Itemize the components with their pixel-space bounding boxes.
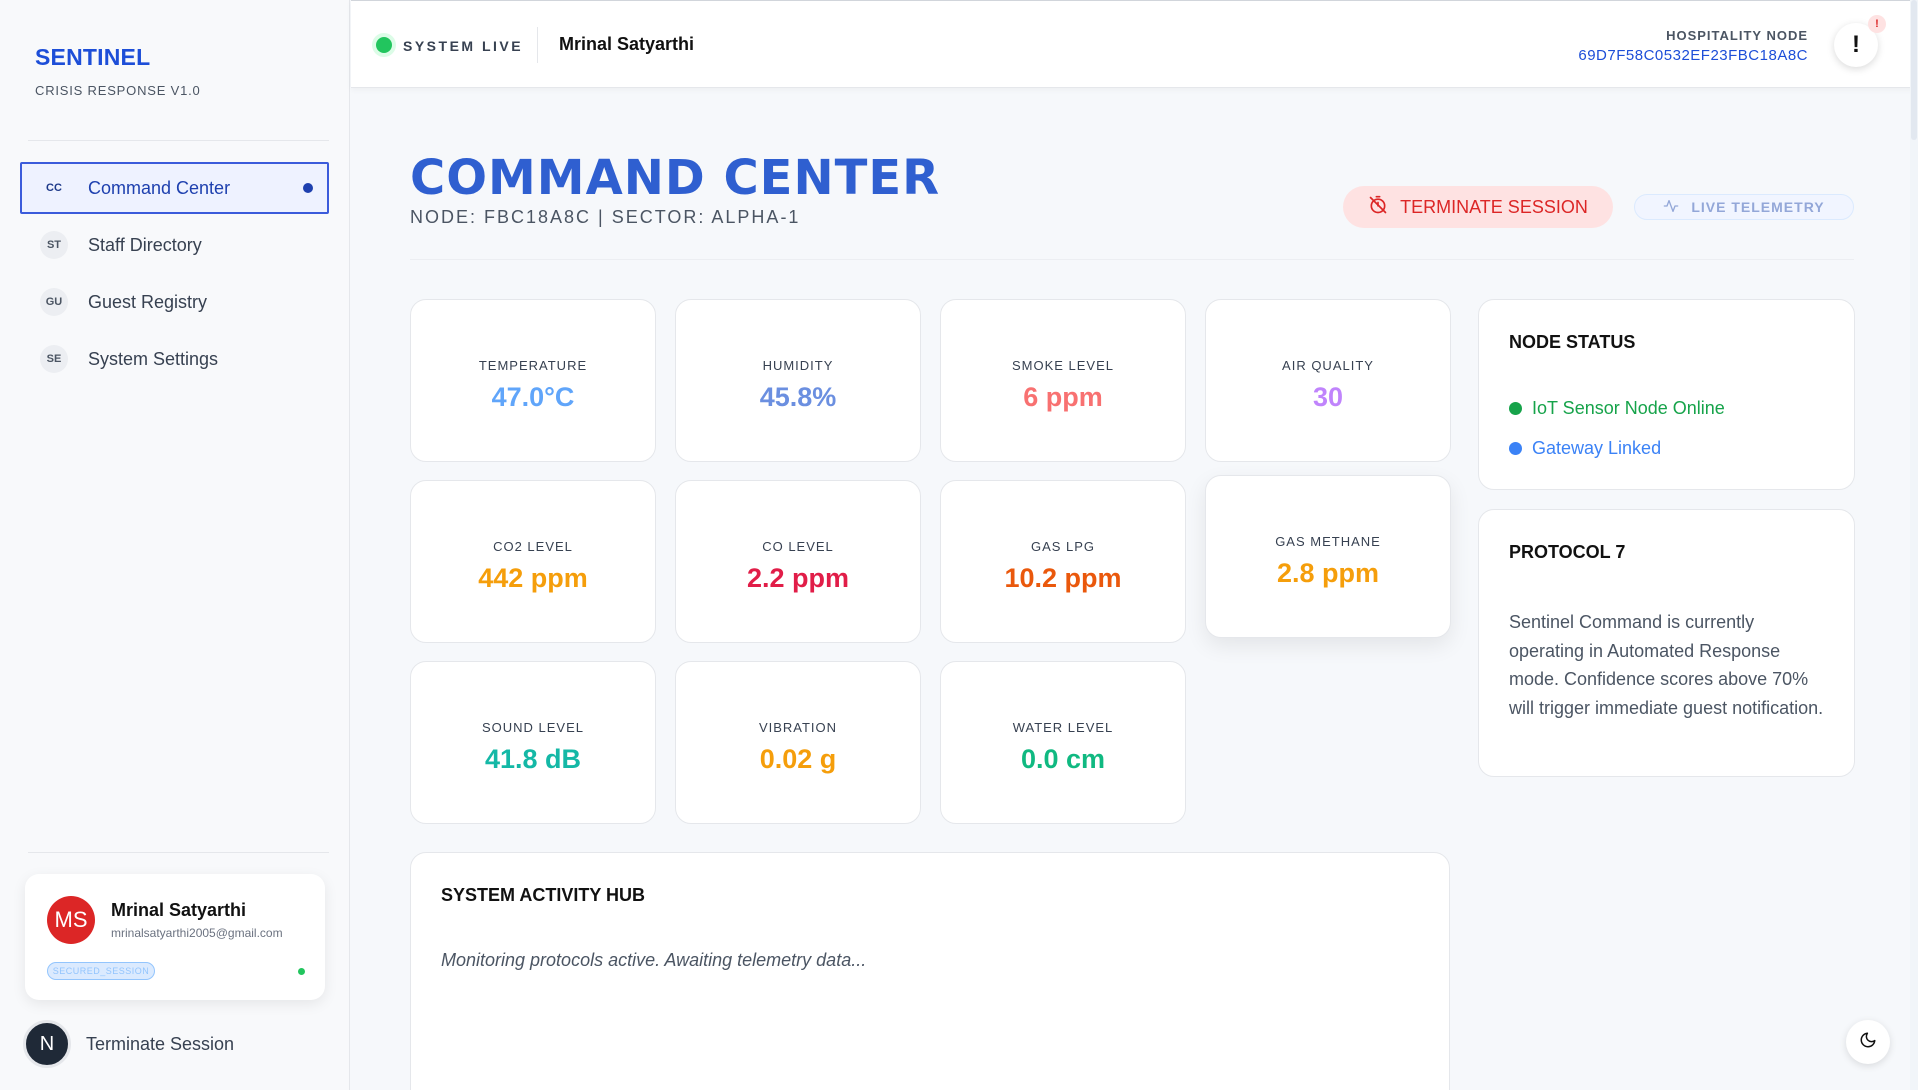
sidebar-divider <box>28 852 329 853</box>
sidebar-item-label: Command Center <box>88 177 231 198</box>
topbar-separator <box>537 27 538 63</box>
sensor-value: 0.0 cm <box>1020 744 1106 774</box>
n-logo-icon: N <box>23 1020 71 1068</box>
page-scrollbar[interactable] <box>1910 0 1918 1090</box>
terminate-session-label: Terminate Session <box>86 1033 235 1054</box>
alert-badge: ! <box>1868 15 1886 33</box>
page-subtitle: NODE: FBC18A8C | SECTOR: ALPHA-1 <box>410 207 801 227</box>
sidebar-item-label: Staff Directory <box>88 234 202 255</box>
nav-abbr: SE <box>40 345 68 373</box>
activity-icon <box>1663 198 1679 217</box>
status-label: Gateway Linked <box>1532 438 1662 458</box>
sensor-label: AIR QUALITY <box>1282 358 1374 373</box>
sensor-label: CO2 LEVEL <box>493 539 573 554</box>
protocol-title: PROTOCOL 7 <box>1509 542 1626 562</box>
sensor-value: 0.02 g <box>759 744 837 774</box>
system-activity-hub: SYSTEM ACTIVITY HUB Monitoring protocols… <box>410 852 1450 1090</box>
avatar: MS <box>47 896 95 944</box>
moon-icon <box>1859 1031 1877 1054</box>
status-dot <box>1509 402 1522 415</box>
scrollbar-thumb[interactable] <box>1911 0 1917 140</box>
sensor-label: WATER LEVEL <box>1012 720 1114 735</box>
node-status-title: NODE STATUS <box>1509 332 1636 352</box>
online-status-dot <box>298 968 305 975</box>
node-id: 69D7F58C0532EF23FBC18A8C <box>1578 47 1808 64</box>
sidebar-item-guest-registry[interactable]: GU Guest Registry <box>20 276 329 328</box>
protocol-description: Sentinel Command is currently operating … <box>1509 612 1824 718</box>
theme-toggle-button[interactable] <box>1846 1020 1890 1064</box>
nav-abbr: ST <box>40 231 68 259</box>
sensor-label: GAS LPG <box>1030 539 1096 554</box>
sensor-value: 442 ppm <box>478 563 588 593</box>
sensor-label: VIBRATION <box>758 720 838 735</box>
brand-title: SENTINEL <box>35 44 151 70</box>
sensor-value: 6 ppm <box>1023 382 1103 412</box>
sidebar-nav: CC Command Center ST Staff Directory GU … <box>20 162 329 390</box>
nav-abbr: CC <box>46 182 62 194</box>
status-item-gateway: Gateway Linked <box>1509 438 1661 459</box>
user-name: Mrinal Satyarthi <box>111 900 247 920</box>
sensor-value: 2.2 ppm <box>746 563 850 593</box>
nav-abbr: GU <box>40 288 68 316</box>
activity-message: Monitoring protocols active. Awaiting te… <box>441 950 867 970</box>
sensor-label: HUMIDITY <box>762 358 834 373</box>
brand-subtitle: CRISIS RESPONSE V1.0 <box>35 83 201 98</box>
sensor-label: SOUND LEVEL <box>481 720 585 735</box>
sidebar: SENTINEL CRISIS RESPONSE V1.0 CC Command… <box>0 0 350 1090</box>
topbar: SYSTEM LIVE Mrinal Satyarthi HOSPITALITY… <box>351 0 1918 88</box>
session-badge: SECURED_SESSION <box>47 962 155 980</box>
sensor-label: GAS METHANE <box>1275 534 1381 549</box>
status-dot <box>1509 442 1522 455</box>
live-telemetry-label: LIVE TELEMETRY <box>1691 199 1825 215</box>
user-card[interactable]: MS Mrinal Satyarthi mrinalsatyarthi2005@… <box>25 874 325 1000</box>
terminate-session-label: TERMINATE SESSION <box>1400 196 1588 217</box>
sensor-value: 2.8 ppm <box>1276 558 1380 588</box>
sidebar-item-staff-directory[interactable]: ST Staff Directory <box>20 219 329 271</box>
sensor-card-air-quality[interactable]: AIR QUALITY 30 <box>1205 299 1451 462</box>
sensor-value: 30 <box>1312 382 1344 412</box>
sidebar-terminate-session[interactable]: N Terminate Session <box>23 1020 234 1068</box>
sidebar-divider <box>28 140 329 141</box>
sidebar-item-command-center[interactable]: CC Command Center <box>20 162 329 214</box>
sensor-value: 45.8% <box>759 382 837 412</box>
node-status-panel: NODE STATUS IoT Sensor Node Online Gatew… <box>1478 299 1855 490</box>
live-telemetry-button[interactable]: LIVE TELEMETRY <box>1634 194 1854 220</box>
user-email: mrinalsatyarthi2005@gmail.com <box>111 926 283 940</box>
topbar-user-name: Mrinal Satyarthi <box>559 34 695 54</box>
sensor-value: 47.0°C <box>491 382 575 412</box>
sensor-card-smoke-level[interactable]: SMOKE LEVEL 6 ppm <box>940 299 1186 462</box>
sensor-card-water-level[interactable]: WATER LEVEL 0.0 cm <box>940 661 1186 824</box>
live-status-dot <box>376 37 392 53</box>
sidebar-item-label: Guest Registry <box>88 291 208 312</box>
sensor-card-sound-level[interactable]: SOUND LEVEL 41.8 dB <box>410 661 656 824</box>
page-title: COMMAND CENTER <box>410 150 941 206</box>
sensor-label: CO LEVEL <box>762 539 834 554</box>
sidebar-item-label: System Settings <box>88 348 219 369</box>
status-item-sensor-node: IoT Sensor Node Online <box>1509 398 1725 419</box>
sensor-value: 10.2 ppm <box>1004 563 1122 593</box>
sensor-card-co2-level[interactable]: CO2 LEVEL 442 ppm <box>410 480 656 643</box>
sensor-card-vibration[interactable]: VIBRATION 0.02 g <box>675 661 921 824</box>
sensor-card-co-level[interactable]: CO LEVEL 2.2 ppm <box>675 480 921 643</box>
brand: SENTINEL CRISIS RESPONSE V1.0 <box>35 44 201 98</box>
sensor-label: SMOKE LEVEL <box>1011 358 1115 373</box>
sensor-card-gas-lpg[interactable]: GAS LPG 10.2 ppm <box>940 480 1186 643</box>
sensor-value: 41.8 dB <box>484 744 582 774</box>
sensor-label: TEMPERATURE <box>478 358 588 373</box>
sidebar-item-system-settings[interactable]: SE System Settings <box>20 333 329 385</box>
active-indicator-dot <box>303 183 313 193</box>
terminate-session-button[interactable]: TERMINATE SESSION <box>1343 186 1613 228</box>
activity-hub-title: SYSTEM ACTIVITY HUB <box>441 885 646 905</box>
timer-off-icon <box>1368 195 1388 220</box>
sensor-card-humidity[interactable]: HUMIDITY 45.8% <box>675 299 921 462</box>
node-label: HOSPITALITY NODE <box>1666 28 1808 43</box>
sensor-card-gas-methane[interactable]: GAS METHANE 2.8 ppm <box>1205 475 1451 638</box>
sensor-card-temperature[interactable]: TEMPERATURE 47.0°C <box>410 299 656 462</box>
main-divider <box>410 259 1854 260</box>
protocol-panel: PROTOCOL 7 Sentinel Command is currently… <box>1478 509 1855 777</box>
system-status-text: SYSTEM LIVE <box>403 38 524 54</box>
status-label: IoT Sensor Node Online <box>1532 398 1725 418</box>
